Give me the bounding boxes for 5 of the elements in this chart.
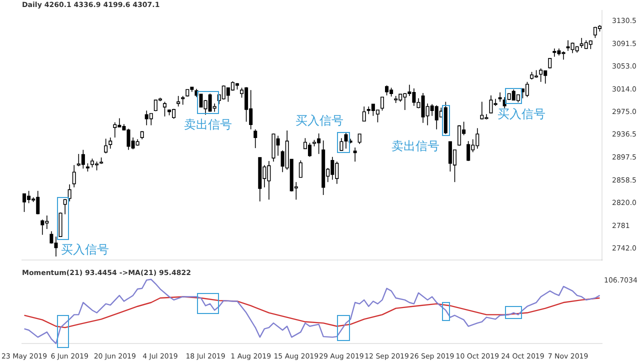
annotation: 卖出信号 [392, 138, 440, 153]
annotation: 卖出信号 [184, 117, 232, 132]
annotation: 买入信号 [498, 106, 546, 121]
annotation: 买入信号 [60, 242, 109, 257]
annotation: 买入信号 [296, 114, 344, 128]
